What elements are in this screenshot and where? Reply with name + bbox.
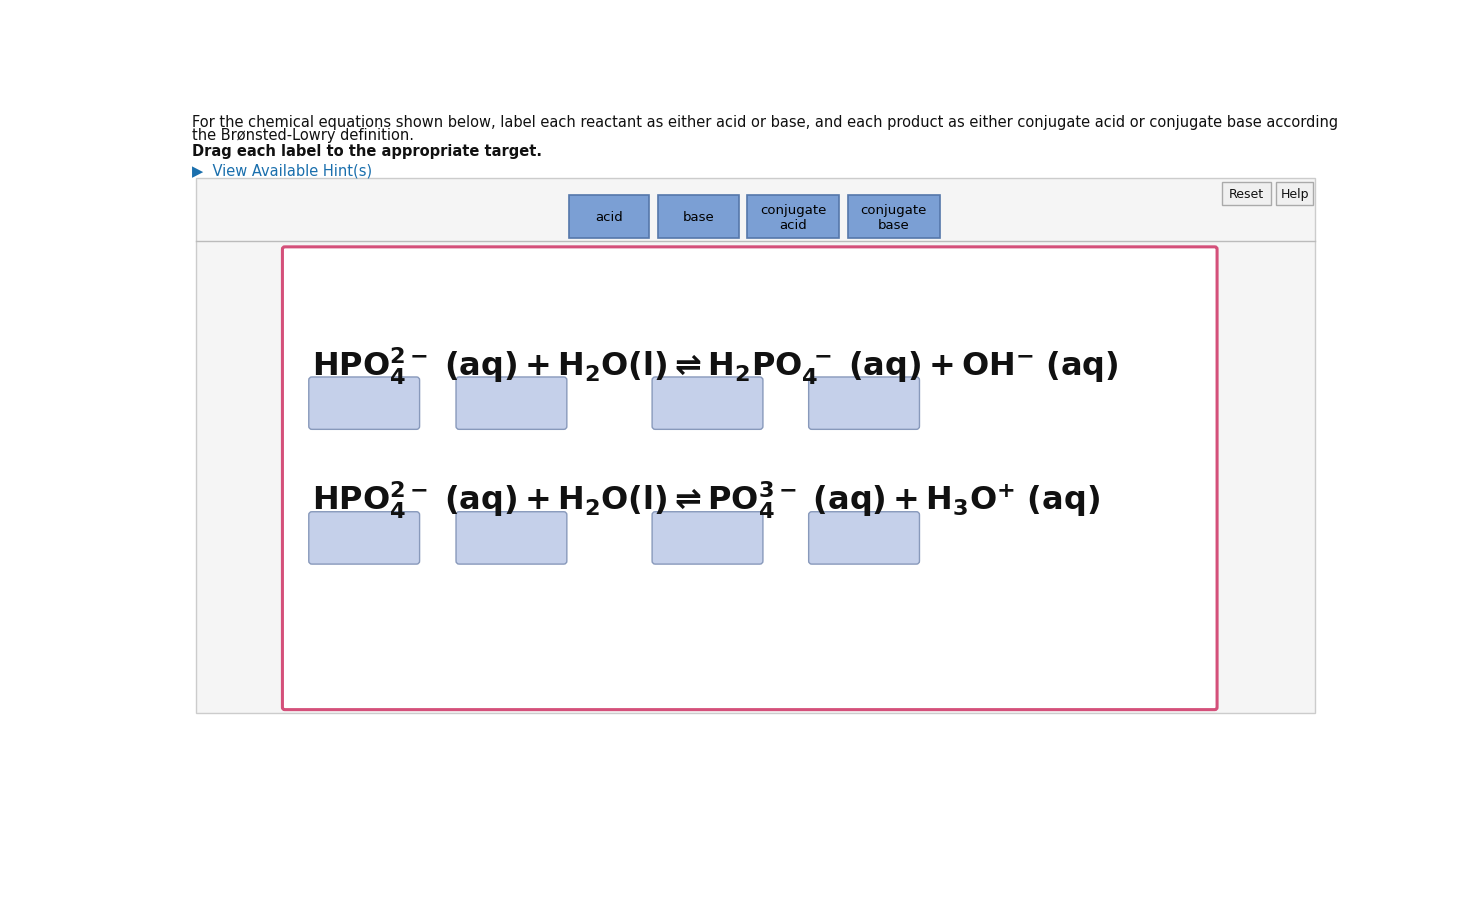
Text: Drag each label to the appropriate target.: Drag each label to the appropriate targe… xyxy=(191,144,542,159)
Text: Help: Help xyxy=(1281,188,1309,201)
FancyBboxPatch shape xyxy=(652,512,762,564)
FancyBboxPatch shape xyxy=(808,377,920,430)
FancyBboxPatch shape xyxy=(808,512,920,564)
FancyBboxPatch shape xyxy=(456,512,567,564)
FancyBboxPatch shape xyxy=(309,512,420,564)
Text: $\mathbf{HPO_4^{2-}\ (aq) + H_2O(l) \rightleftharpoons H_2PO_4^{\ -}\ (aq) + OH^: $\mathbf{HPO_4^{2-}\ (aq) + H_2O(l) \rig… xyxy=(312,344,1119,386)
Text: acid: acid xyxy=(595,211,623,224)
FancyBboxPatch shape xyxy=(568,196,649,239)
Text: base: base xyxy=(683,211,714,224)
Text: conjugate
base: conjugate base xyxy=(861,203,927,231)
FancyBboxPatch shape xyxy=(309,377,420,430)
Bar xyxy=(196,179,1316,712)
Text: ▶  View Available Hint(s): ▶ View Available Hint(s) xyxy=(191,163,372,178)
FancyBboxPatch shape xyxy=(746,196,839,239)
FancyBboxPatch shape xyxy=(283,247,1217,710)
Text: conjugate
acid: conjugate acid xyxy=(760,203,826,231)
FancyBboxPatch shape xyxy=(658,196,739,239)
FancyBboxPatch shape xyxy=(652,377,762,430)
Text: the Brønsted-Lowry definition.: the Brønsted-Lowry definition. xyxy=(191,127,414,143)
FancyBboxPatch shape xyxy=(456,377,567,430)
Text: $\mathbf{HPO_4^{2-}\ (aq) + H_2O(l) \rightleftharpoons PO_4^{3-}\ (aq) + H_3O^{+: $\mathbf{HPO_4^{2-}\ (aq) + H_2O(l) \rig… xyxy=(312,479,1100,521)
Text: Reset: Reset xyxy=(1229,188,1264,201)
FancyBboxPatch shape xyxy=(848,196,941,239)
Text: For the chemical equations shown below, label each reactant as either acid or ba: For the chemical equations shown below, … xyxy=(191,115,1338,129)
FancyBboxPatch shape xyxy=(1276,183,1313,206)
FancyBboxPatch shape xyxy=(1222,183,1272,206)
